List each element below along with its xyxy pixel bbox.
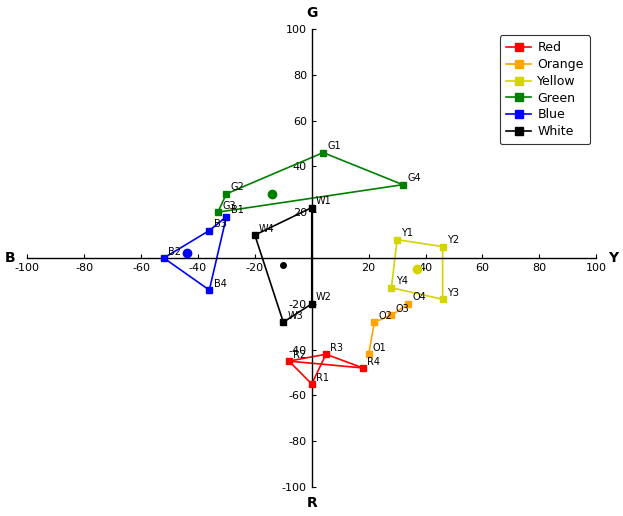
- Text: B: B: [5, 251, 16, 265]
- Text: W3: W3: [288, 311, 303, 321]
- Text: Y: Y: [607, 251, 618, 265]
- Text: R: R: [307, 496, 317, 510]
- Text: G3: G3: [222, 201, 235, 211]
- Text: B3: B3: [214, 219, 227, 229]
- Text: W2: W2: [316, 293, 332, 302]
- Text: B4: B4: [214, 279, 227, 288]
- Text: B2: B2: [168, 247, 181, 256]
- Text: R4: R4: [367, 357, 380, 366]
- Text: R2: R2: [293, 350, 307, 360]
- Text: R3: R3: [330, 343, 343, 353]
- Text: G: G: [306, 6, 318, 20]
- Text: O4: O4: [413, 293, 427, 302]
- Text: Y3: Y3: [447, 288, 459, 298]
- Text: W1: W1: [316, 196, 332, 206]
- Text: B1: B1: [231, 205, 244, 215]
- Text: Y1: Y1: [401, 228, 414, 238]
- Text: O2: O2: [379, 311, 392, 321]
- Text: G1: G1: [328, 141, 341, 151]
- Text: O3: O3: [396, 304, 409, 314]
- Legend: Red, Orange, Yellow, Green, Blue, White: Red, Orange, Yellow, Green, Blue, White: [500, 35, 590, 144]
- Text: G4: G4: [407, 173, 421, 183]
- Text: Y4: Y4: [396, 277, 407, 286]
- Text: W4: W4: [259, 223, 275, 234]
- Text: Y2: Y2: [447, 235, 459, 245]
- Text: R1: R1: [316, 373, 329, 382]
- Text: O1: O1: [373, 343, 387, 353]
- Text: G2: G2: [231, 183, 244, 192]
